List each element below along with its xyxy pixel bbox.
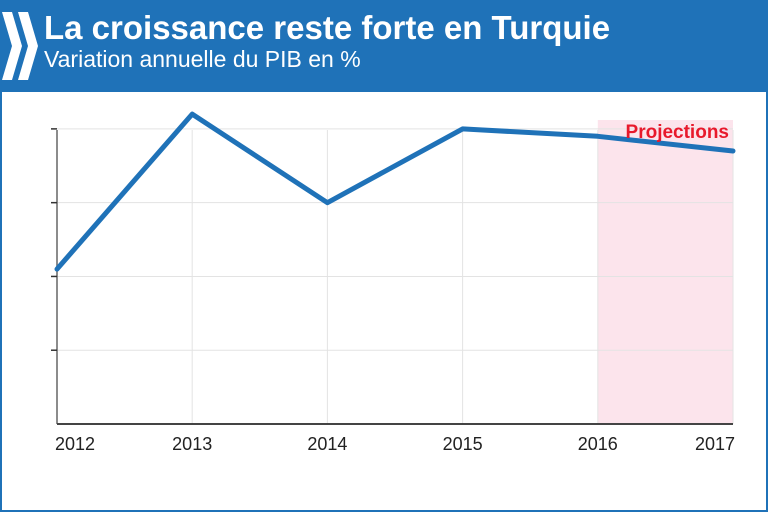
x-tick-label: 2017 — [695, 434, 735, 454]
x-ticks: 2012 2013 2014 2015 2016 2017 — [55, 434, 735, 454]
grid-lines — [57, 128, 734, 424]
x-tick-label: 2013 — [172, 434, 212, 454]
x-tick-label: 2015 — [443, 434, 483, 454]
y-ticks — [51, 128, 57, 351]
projections-label: Projections — [626, 122, 729, 143]
x-tick-label: 2014 — [307, 434, 347, 454]
line-chart: 2012 2013 2014 2015 2016 2017 Projections — [51, 111, 736, 454]
x-tick-label: 2016 — [578, 434, 618, 454]
chart-title: La croissance reste forte en Turquie — [44, 9, 611, 46]
oecd-chevron-logo-icon — [2, 12, 38, 80]
chart-header: La croissance reste forte en Turquie Var… — [0, 0, 768, 92]
projection-band — [597, 120, 733, 424]
x-tick-label: 2012 — [55, 434, 95, 454]
gdp-growth-line — [54, 111, 736, 272]
chart-subtitle: Variation annuelle du PIB en % — [44, 46, 361, 72]
